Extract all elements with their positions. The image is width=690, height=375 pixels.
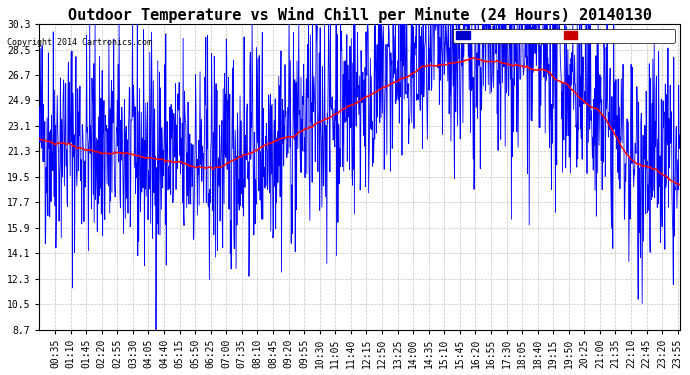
Title: Outdoor Temperature vs Wind Chill per Minute (24 Hours) 20140130: Outdoor Temperature vs Wind Chill per Mi…	[68, 7, 651, 23]
Text: Copyright 2014 Cartronics.com: Copyright 2014 Cartronics.com	[7, 38, 152, 47]
Legend: Wind Chill  (°F), Temperature  (°F): Wind Chill (°F), Temperature (°F)	[453, 28, 675, 43]
